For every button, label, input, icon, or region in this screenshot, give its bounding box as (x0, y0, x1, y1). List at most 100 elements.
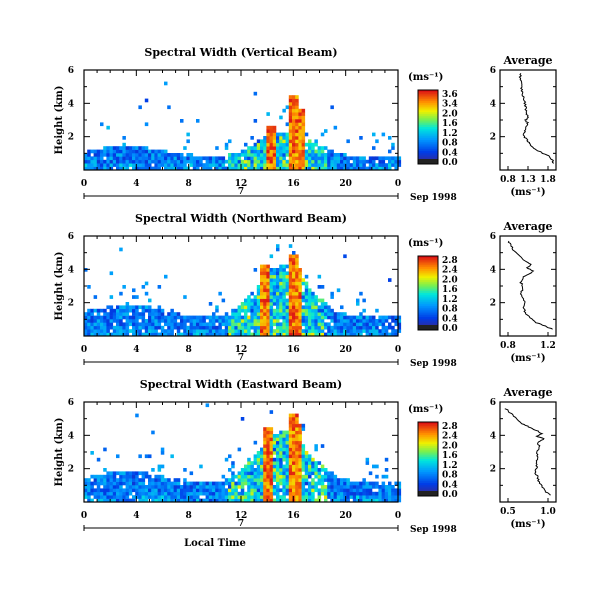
heatmap-cell (330, 481, 334, 486)
heatmap-cell (279, 139, 283, 144)
heatmap-cell (372, 485, 376, 489)
heatmap-cell (320, 464, 325, 469)
colorbar-tick-label: 1.2 (442, 461, 458, 471)
heatmap-cell (304, 159, 309, 164)
colorbar-swatch (418, 115, 438, 119)
heatmap-cell (397, 498, 402, 503)
heatmap-cell (311, 146, 315, 150)
heatmap-cell (250, 156, 254, 161)
heatmap-cell (285, 271, 290, 276)
average-x-tick-label: 1.2 (540, 341, 556, 351)
heatmap-cell (301, 447, 306, 452)
heatmap-cell (394, 322, 398, 327)
heatmap-cell (266, 163, 270, 167)
heatmap-cell (304, 302, 309, 306)
heatmap-cell (295, 278, 299, 282)
heatmap-cell (356, 315, 360, 320)
heatmap-cell (244, 481, 248, 486)
heatmap-cell (205, 159, 210, 164)
colorbar-swatch (418, 442, 438, 445)
heatmap-cell (260, 288, 264, 293)
heatmap-cell (298, 156, 302, 161)
heatmap-cell (295, 95, 299, 99)
heatmap-cell (250, 474, 254, 479)
heatmap-cell (311, 298, 315, 303)
heatmap-cell (324, 332, 328, 337)
heatmap-cell (106, 149, 110, 154)
heatmap-cell (208, 488, 213, 493)
heatmap-cell (266, 478, 270, 482)
heatmap-cell (119, 315, 123, 320)
heatmap-cell (93, 308, 98, 313)
heatmap-cell (327, 312, 331, 316)
heatmap-cell (122, 495, 126, 499)
heatmap-cell (100, 329, 104, 333)
heatmap-cell (266, 457, 270, 462)
heatmap-cell (221, 156, 226, 161)
colorbar-swatch (418, 130, 438, 134)
heatmap-cell (308, 315, 312, 320)
heatmap-cell (356, 325, 360, 330)
heatmap-cell (167, 105, 171, 110)
heatmap-cell (320, 285, 325, 289)
heatmap-cell (160, 495, 165, 499)
heatmap-cell (250, 302, 254, 306)
heatmap-cell (100, 498, 104, 503)
heatmap-cell (292, 251, 296, 255)
heatmap-cell (263, 457, 267, 462)
heatmap-cell (384, 315, 389, 320)
heatmap-cell (240, 315, 245, 320)
heatmap-cell (301, 474, 306, 479)
heatmap-cell (215, 491, 219, 496)
heatmap-cell (352, 329, 357, 333)
heatmap-cell (84, 329, 88, 333)
x-tick-label: 16 (287, 511, 300, 521)
heatmap-cell (112, 153, 117, 157)
heatmap-cell (311, 315, 315, 320)
heatmap-cell (365, 319, 370, 323)
heatmap-cell (199, 488, 203, 493)
heatmap-cell (157, 325, 162, 330)
heatmap-cell (288, 122, 293, 127)
heatmap-cell (266, 129, 270, 133)
colorbar-swatch (418, 151, 438, 154)
heatmap-cell (253, 474, 258, 479)
heatmap-cell (292, 474, 296, 479)
heatmap-cell (253, 163, 258, 167)
heatmap-cell (288, 440, 293, 445)
heatmap-cell (250, 149, 254, 154)
heatmap-cell (368, 495, 373, 499)
heatmap-cell (244, 302, 248, 306)
heatmap-cell (192, 498, 197, 503)
heatmap-cell (84, 322, 88, 327)
heatmap-cell (240, 468, 245, 472)
heatmap-cell (106, 471, 110, 476)
heatmap-cell (212, 315, 216, 320)
heatmap-cell (276, 271, 280, 276)
heatmap-cell (391, 159, 395, 164)
heatmap-cell (298, 281, 302, 286)
heatmap-cell (144, 454, 149, 459)
heatmap-cell (170, 332, 174, 337)
heatmap-cell (272, 274, 277, 279)
heatmap-cell (154, 159, 158, 164)
heatmap-cell (320, 149, 325, 154)
heatmap-cell (368, 329, 373, 333)
heatmap-cell (298, 488, 302, 493)
heatmap-cell (381, 322, 386, 327)
heatmap-cell (266, 329, 270, 333)
heatmap-cell (128, 322, 133, 327)
heatmap-cell (375, 163, 379, 167)
heatmap-cell (170, 156, 174, 161)
heatmap-cell (128, 485, 133, 489)
heatmap-cell (202, 166, 206, 171)
heatmap-cell (199, 498, 203, 503)
heatmap-cell (301, 298, 306, 303)
heatmap-cell (288, 98, 293, 103)
heatmap-cell (192, 329, 197, 333)
heatmap-cell (250, 485, 254, 489)
heatmap-cell (125, 481, 130, 486)
heatmap-cell (343, 254, 347, 259)
heatmap-cell (394, 315, 398, 320)
heatmap-cell (100, 156, 104, 161)
